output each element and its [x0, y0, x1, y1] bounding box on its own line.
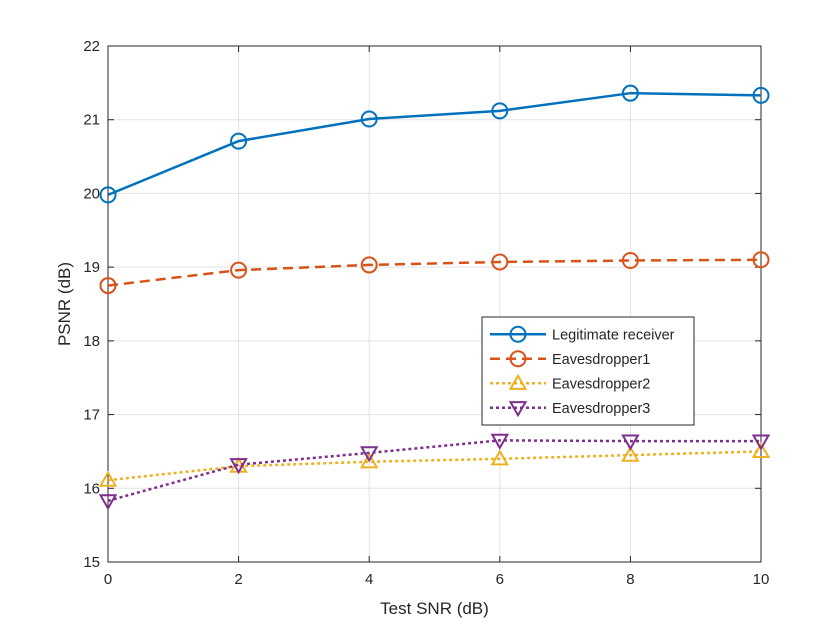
legend-marker [508, 373, 528, 390]
data-point [230, 132, 248, 150]
legend-label: Eavesdropper3 [552, 401, 650, 417]
legend-marker [509, 325, 527, 343]
data-point [752, 251, 770, 269]
x-tick-label: 6 [496, 571, 504, 588]
x-tick-label: 4 [365, 571, 373, 588]
data-point [99, 277, 117, 295]
series-line [107, 258, 762, 287]
data-point [360, 110, 378, 128]
data-point [230, 261, 248, 279]
data-point [359, 452, 379, 469]
series-line [107, 439, 761, 503]
series-2 [98, 441, 771, 487]
data-point [751, 434, 771, 451]
data-point [98, 470, 118, 487]
data-point [229, 458, 248, 475]
series-line [107, 450, 762, 482]
legend: Legitimate receiver Eavesdropper1 Eavesdro… [481, 316, 695, 426]
data-point [491, 102, 509, 120]
y-tick-label: 19 [83, 259, 100, 276]
series-3 [98, 433, 771, 511]
y-tick-label: 16 [83, 480, 100, 497]
data-point [621, 252, 639, 270]
data-point [621, 445, 640, 462]
y-tick-label: 15 [83, 554, 100, 571]
y-tick-label: 21 [83, 112, 100, 129]
y-tick-label: 20 [83, 185, 100, 202]
x-tick-label: 2 [234, 571, 242, 588]
legend-marker [509, 350, 527, 368]
legend-entry: Eavesdropper3 [490, 401, 650, 418]
series-0 [99, 84, 770, 204]
axis-ticks: 0 2 4 6 8 10 15 16 17 18 19 20 21 22 [83, 38, 769, 588]
x-tick-label: 0 [104, 571, 112, 588]
y-tick-label: 17 [83, 407, 100, 424]
legend-entry: Eavesdropper2 [490, 373, 650, 392]
data-point [752, 86, 770, 104]
y-tick-label: 18 [83, 333, 100, 350]
y-axis-label: PSNR (dB) [55, 262, 74, 346]
data-point [360, 256, 378, 274]
series-group [98, 84, 771, 511]
x-tick-label: 10 [753, 571, 770, 588]
data-point [621, 84, 639, 102]
data-point [359, 446, 379, 463]
data-point [491, 253, 509, 271]
x-tick-label: 8 [626, 571, 634, 588]
data-point [490, 449, 510, 466]
legend-box [481, 316, 695, 426]
data-point [621, 434, 640, 451]
series-line [107, 91, 762, 197]
data-point [490, 433, 510, 450]
x-axis-label: Test SNR (dB) [380, 599, 489, 618]
grid [107, 45, 762, 563]
data-point [751, 441, 771, 459]
legend-label: Eavesdropper2 [552, 376, 650, 392]
y-tick-label: 22 [83, 38, 100, 55]
data-point [98, 494, 118, 511]
series-1 [99, 251, 770, 295]
data-point [99, 186, 117, 204]
legend-label: Eavesdropper1 [552, 352, 650, 368]
legend-marker [508, 401, 528, 418]
legend-entry: Eavesdropper1 [490, 350, 650, 368]
legend-label: Legitimate receiver [552, 327, 675, 343]
plot-area [107, 45, 762, 563]
legend-entry: Legitimate receiver [490, 325, 675, 343]
